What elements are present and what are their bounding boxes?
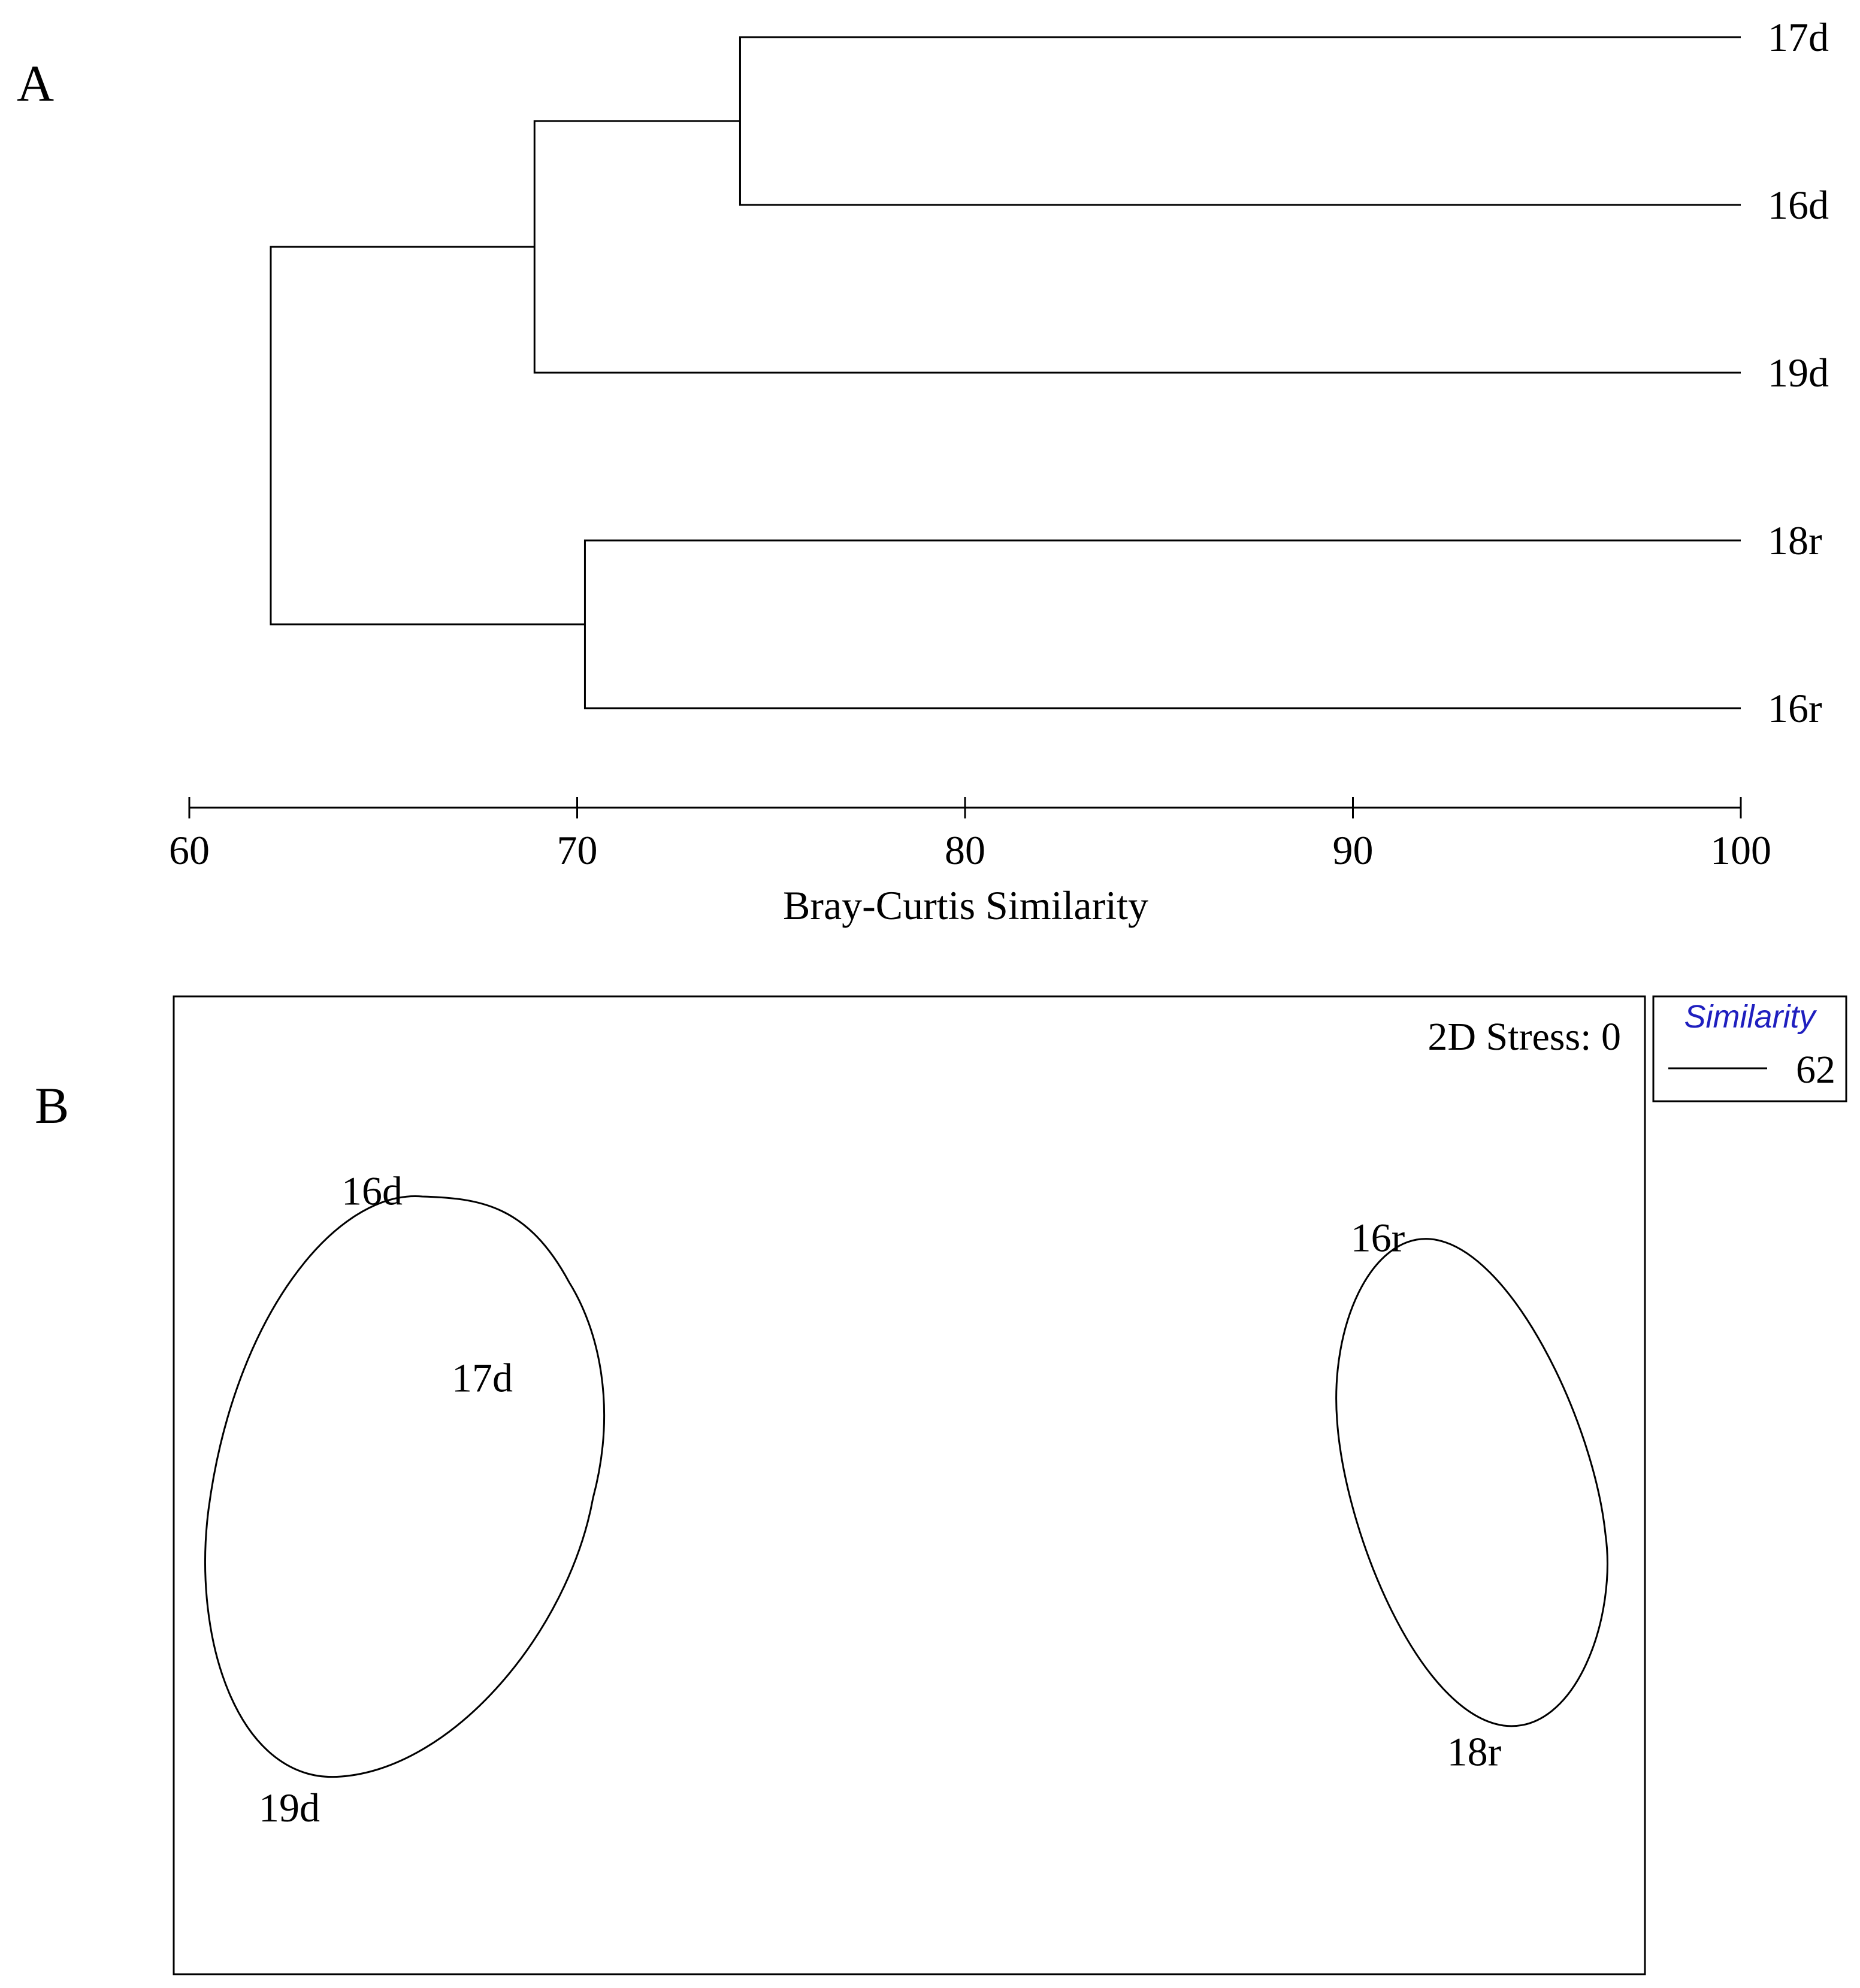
panel-b-label: B [35,1077,69,1134]
mds-point-label: 18r [1447,1729,1502,1774]
leaf-label: 18r [1768,518,1822,563]
leaf-label: 17d [1768,14,1829,60]
legend-value: 62 [1796,1048,1835,1092]
dendrogram-leaf-labels: 17d 16d 19d 18r 16r [1768,14,1829,731]
leaf-label: 16r [1768,685,1822,731]
stress-label: 2D Stress: 0 [1427,1015,1621,1059]
dendrogram-link [583,539,1741,709]
dendrogram-links [270,36,1741,709]
dendrogram: 17d 16d 19d 18r 16r 60 70 80 90 100 Bray-Curtis … [169,14,1829,928]
x-axis-title: Bray-Curtis Similarity [783,883,1148,928]
legend-title: Similarity [1684,999,1817,1035]
mds-point-label: 19d [259,1785,320,1830]
dendrogram-link [739,36,1741,206]
similarity-ellipse-r [1335,1238,1608,1727]
similarity-ellipse-d [204,1195,605,1778]
tick-label: 60 [169,827,210,873]
tick-label: 70 [557,827,598,873]
leaf-label: 19d [1768,350,1829,395]
tick-label: 80 [945,827,985,873]
legend-box [1652,995,1847,1102]
dendrogram-link [270,246,585,626]
mds-plot: 2D Stress: 0 16d 17d 19d 16r 18r Similarity … [173,995,1847,1975]
panel-a-label: A [17,55,54,112]
mds-frame [173,995,1646,1975]
mds-point-label: 16d [341,1168,403,1213]
similarity-axis: 60 70 80 90 100 [169,797,1771,873]
mds-point-label: 16r [1351,1214,1405,1260]
mds-point-labels: 16d 17d 19d 16r 18r [259,1168,1502,1830]
tick-label: 90 [1333,827,1374,873]
leaf-label: 16d [1768,182,1829,228]
legend: Similarity 62 [1652,995,1847,1102]
tick-label: 100 [1710,827,1771,873]
mds-point-label: 17d [452,1355,513,1400]
dendrogram-link [533,120,1741,374]
